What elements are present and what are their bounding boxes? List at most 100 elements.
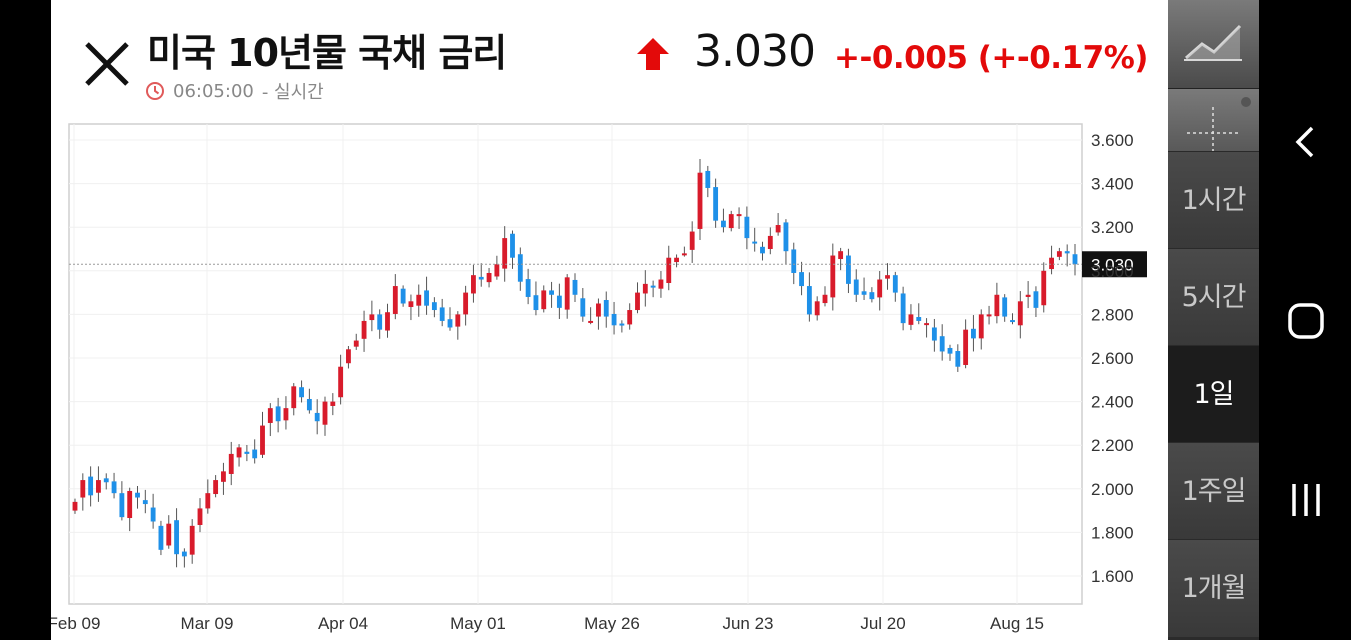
line-chart-button[interactable] [1168,0,1259,89]
candle-body [447,319,453,328]
candle [486,267,492,288]
candle [783,219,789,265]
candle [674,254,679,268]
candle [1041,262,1047,313]
candle [221,462,226,495]
candle-body [1056,251,1062,257]
candle [408,294,414,321]
candle [877,271,883,311]
candle [916,303,922,325]
candle-body [119,493,125,518]
candle-body [510,233,515,258]
candle-body [806,286,812,315]
candle [369,300,375,332]
candle [525,268,531,305]
candle [400,285,406,307]
candle-body [221,471,226,482]
recents-icon[interactable] [1284,478,1328,522]
candle-body [1064,251,1070,254]
candle-body [306,398,312,411]
candle-body [580,298,586,317]
candle-body [377,314,383,330]
candle [322,396,328,436]
period-1hour[interactable]: 1시간 [1168,151,1259,249]
candle-body [963,329,969,365]
candle [846,248,851,294]
candle-body [994,294,1000,317]
candle [611,301,617,335]
candle [705,165,711,198]
x-tick-label: May 26 [584,614,640,633]
candle [580,288,586,322]
period-1day[interactable]: 1일 [1168,345,1259,443]
home-icon[interactable] [1284,299,1328,343]
candle [947,344,953,361]
candle-body [611,313,617,326]
candle [455,311,461,340]
candle-body [330,401,336,406]
candle-body [314,412,320,422]
candle-body [1010,320,1015,323]
x-tick-label: Jun 23 [722,614,773,633]
candle [283,396,289,430]
candle [658,271,664,298]
back-icon[interactable] [1284,120,1328,164]
candle [166,515,172,549]
candle [564,274,570,319]
x-tick-label: May 01 [450,614,506,633]
candle [556,283,562,319]
candle-body [931,327,937,341]
candlestick-chart[interactable]: 3.030 3.600 3.400 3.200 3.000 2.800 2.600 2.40… [51,0,1168,640]
candle-body [1002,297,1008,317]
candle [830,243,836,311]
candle-body [431,302,437,311]
period-1month[interactable]: 1개월 [1168,539,1259,637]
candle [931,318,937,352]
candle-body [822,294,828,304]
candle [1010,313,1015,325]
period-1week[interactable]: 1주일 [1168,442,1259,540]
candle [650,280,656,298]
candle-body [955,351,961,367]
candle [478,263,484,287]
candle-body [72,501,78,511]
period-5hour[interactable]: 5시간 [1168,248,1259,346]
candle-body [588,320,594,323]
candle [236,444,242,467]
candle [572,273,578,302]
candle [252,439,258,464]
x-tick-label: Apr 04 [318,614,368,633]
candle [635,282,640,314]
close-icon[interactable] [81,40,133,88]
candle [900,286,906,331]
candle [549,281,554,308]
candle-body [80,480,86,498]
candle-body [1017,301,1023,326]
candle [447,307,453,331]
candle [463,285,469,326]
candle-body [713,187,719,221]
candle [713,178,719,228]
candle-body [721,220,726,228]
candle [494,255,500,280]
candle [736,207,742,229]
candle-body [1049,257,1054,270]
candle [767,227,773,255]
candle-body [775,225,781,233]
x-tick-label: Jul 20 [860,614,905,633]
candle [111,472,117,499]
candle-body [814,301,820,316]
x-tick-label: Mar 09 [181,614,234,633]
candle [799,261,804,296]
candle [689,221,695,263]
candle-body [681,253,687,256]
candle-body [174,520,179,555]
candle-body [267,408,273,423]
candle [174,508,179,568]
candle-body [486,272,492,283]
candle-body [260,425,265,455]
candle-body [760,246,765,254]
y-tick-label: 2.600 [1091,349,1134,368]
candle-body [338,366,344,398]
candle-body [752,241,758,244]
